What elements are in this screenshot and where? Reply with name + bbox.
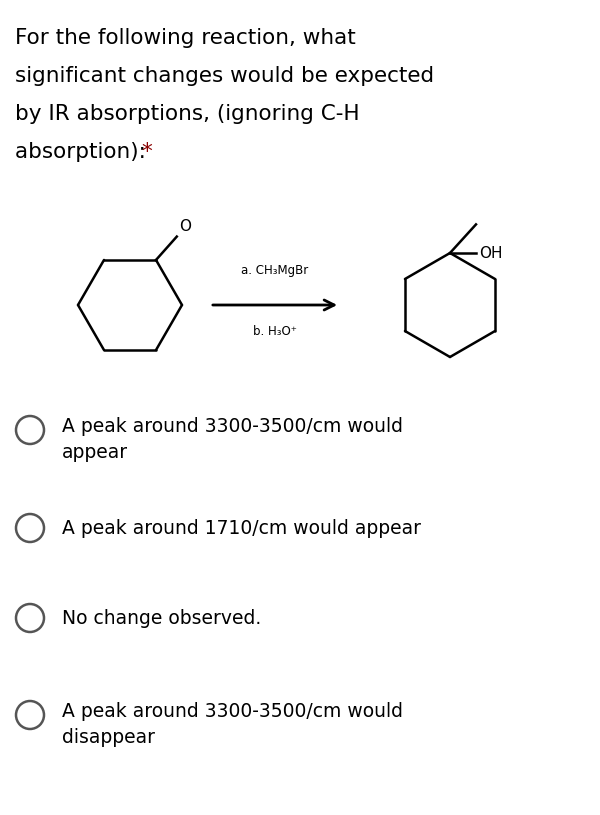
Text: by IR absorptions, (ignoring C-H: by IR absorptions, (ignoring C-H bbox=[15, 104, 359, 124]
Text: a. CH₃MgBr: a. CH₃MgBr bbox=[241, 264, 308, 277]
Text: absorption):: absorption): bbox=[15, 142, 153, 162]
Text: For the following reaction, what: For the following reaction, what bbox=[15, 28, 356, 48]
Text: A peak around 1710/cm would appear: A peak around 1710/cm would appear bbox=[62, 518, 421, 538]
Text: *: * bbox=[141, 142, 152, 162]
Text: A peak around 3300-3500/cm would: A peak around 3300-3500/cm would bbox=[62, 702, 403, 721]
Text: b. H₃O⁺: b. H₃O⁺ bbox=[253, 325, 297, 338]
Text: appear: appear bbox=[62, 443, 128, 462]
Text: OH: OH bbox=[479, 245, 503, 261]
Text: disappear: disappear bbox=[62, 728, 155, 747]
Text: significant changes would be expected: significant changes would be expected bbox=[15, 66, 434, 86]
Text: O: O bbox=[179, 218, 191, 234]
Text: No change observed.: No change observed. bbox=[62, 609, 261, 628]
Text: A peak around 3300-3500/cm would: A peak around 3300-3500/cm would bbox=[62, 417, 403, 436]
